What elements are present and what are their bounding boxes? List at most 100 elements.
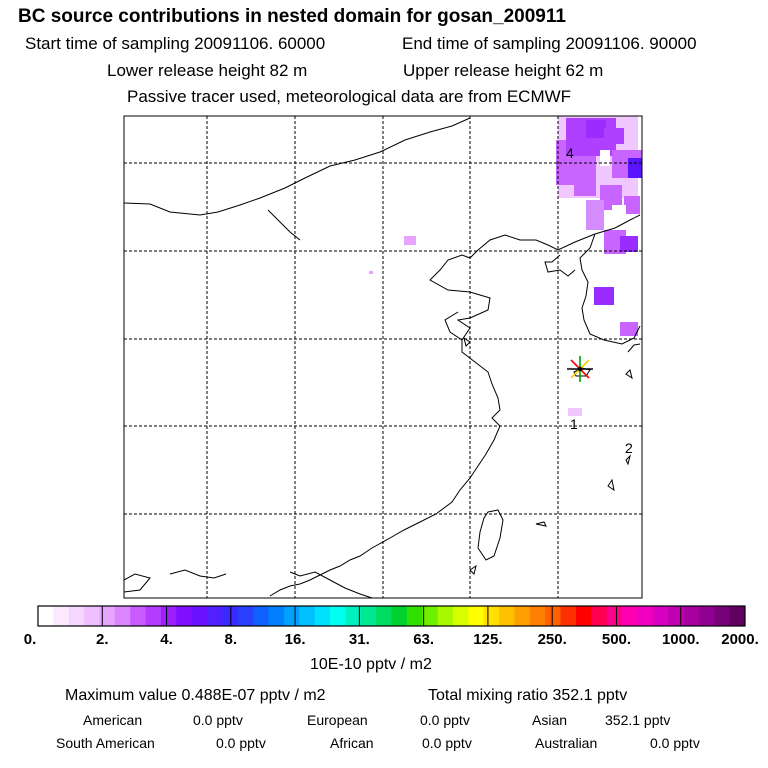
region-label-2: 2 (625, 440, 633, 456)
coastline-island (535, 521, 547, 527)
plume-patch (404, 236, 416, 245)
asian-value: 352.1 pptv (605, 712, 671, 728)
colorbar-swatch (68, 606, 85, 626)
australian-label: Australian (535, 735, 598, 751)
start-time: Start time of sampling 20091106. 60000 (25, 34, 326, 53)
plume-patch (568, 408, 582, 416)
coastline-island (625, 369, 633, 380)
colorbar-swatch (622, 606, 638, 626)
upper-release-height: Upper release height 62 m (403, 61, 604, 80)
colorbar-swatch (130, 606, 147, 626)
colorbar-tick-label: 500. (601, 631, 632, 648)
colorbar-unit: 10E-10 pptv / m2 (310, 656, 432, 673)
colorbar-swatch (160, 606, 177, 626)
coastline-japan (627, 343, 641, 353)
european-label: European (307, 712, 368, 728)
african-value: 0.0 pptv (422, 735, 472, 751)
colorbar-swatch (145, 606, 162, 626)
african-label: African (330, 735, 374, 751)
colorbar-tick-label: 63. (413, 631, 435, 648)
colorbar-tick-label: 31. (348, 631, 370, 648)
plume-korea (594, 287, 614, 305)
map-frame (123, 115, 643, 599)
colorbar-swatch (729, 606, 746, 626)
colorbar-swatch (606, 606, 623, 626)
colorbar-swatch (253, 606, 270, 626)
plume-cell (612, 205, 626, 223)
receptor-marker (567, 356, 593, 382)
plume-korea-south (620, 322, 638, 336)
colorbar-tick-label: 2. (96, 631, 109, 648)
colorbar-swatch (422, 606, 439, 626)
colorbar-tick-label: 16. (284, 631, 306, 648)
european-value: 0.0 pptv (420, 712, 470, 728)
coastline-gulf-liaodong (544, 254, 576, 277)
colorbar-swatch (514, 606, 531, 626)
region-label-4: 4 (566, 145, 574, 161)
colorbar-swatch (668, 606, 685, 626)
colorbar-swatch (299, 606, 316, 626)
coastline-taiwan (477, 509, 504, 561)
total-mixing-ratio: Total mixing ratio 352.1 pptv (428, 687, 628, 704)
colorbar-swatch (283, 606, 300, 626)
colorbar-swatch (268, 606, 285, 626)
colorbar-swatch (314, 606, 331, 626)
colorbar-swatch (437, 606, 454, 626)
plume-cell (624, 196, 640, 214)
colorbar-swatch (575, 606, 592, 626)
asian-label: Asian (532, 712, 568, 728)
american-value: 0.0 pptv (193, 712, 243, 728)
colorbar-swatch (376, 606, 392, 626)
plume-cell (620, 236, 638, 252)
coastline-river (169, 569, 227, 579)
region-label-1: 1 (570, 416, 578, 432)
coastline-island (463, 336, 471, 347)
colorbar-tick-label: 2000. (721, 631, 759, 648)
colorbar-swatch (391, 606, 408, 626)
colorbar-swatch (529, 606, 546, 626)
plume-cell (628, 158, 642, 178)
colorbar-swatch (38, 606, 54, 626)
plume-cell (604, 128, 624, 144)
plume-cell (600, 185, 622, 210)
coastline-bohai (444, 311, 463, 341)
colorbar-swatch (53, 606, 70, 626)
colorbar-swatch (637, 606, 654, 626)
plume-northeast (556, 116, 642, 254)
colorbar-swatch (483, 606, 500, 626)
coastline-island (469, 564, 477, 575)
colorbar-swatch (237, 606, 254, 626)
coastline-china-mainland (269, 214, 641, 597)
colorbar-tick-label: 0. (23, 631, 37, 648)
colorbar-swatch (714, 606, 731, 626)
colorbar-swatch (468, 606, 485, 626)
coastline-island (607, 478, 615, 492)
plume-cell (600, 150, 610, 166)
colorbar-swatch (176, 606, 193, 626)
colorbar-swatch (545, 606, 562, 626)
colorbar-swatch (652, 606, 669, 626)
coastline-river (289, 571, 373, 598)
coastline-island (625, 454, 631, 466)
colorbar-tick-label: 8. (224, 631, 238, 648)
colorbar-tick-label: 1000. (661, 631, 700, 648)
australian-value: 0.0 pptv (650, 735, 700, 751)
tracer-note: Passive tracer used, meteorological data… (127, 87, 572, 106)
plume-cell (586, 200, 604, 230)
lower-release-height: Lower release height 82 m (107, 61, 308, 80)
south-american-label: South American (56, 735, 155, 751)
coastline-inner-border (267, 209, 301, 241)
plume-patch (369, 271, 373, 274)
colorbar-swatch (406, 606, 423, 626)
coastline-mongolia-border (124, 117, 471, 216)
coastline-hainan (124, 573, 151, 593)
colorbar-swatch (84, 606, 100, 626)
plume-cell (574, 156, 596, 196)
colorbar (38, 606, 746, 626)
colorbar-tick-label: 4. (160, 631, 173, 648)
colorbar-swatch (683, 606, 700, 626)
coastline-korea (579, 233, 641, 345)
colorbar-swatch (591, 606, 608, 626)
colorbar-tick-label: 250. (537, 631, 567, 648)
